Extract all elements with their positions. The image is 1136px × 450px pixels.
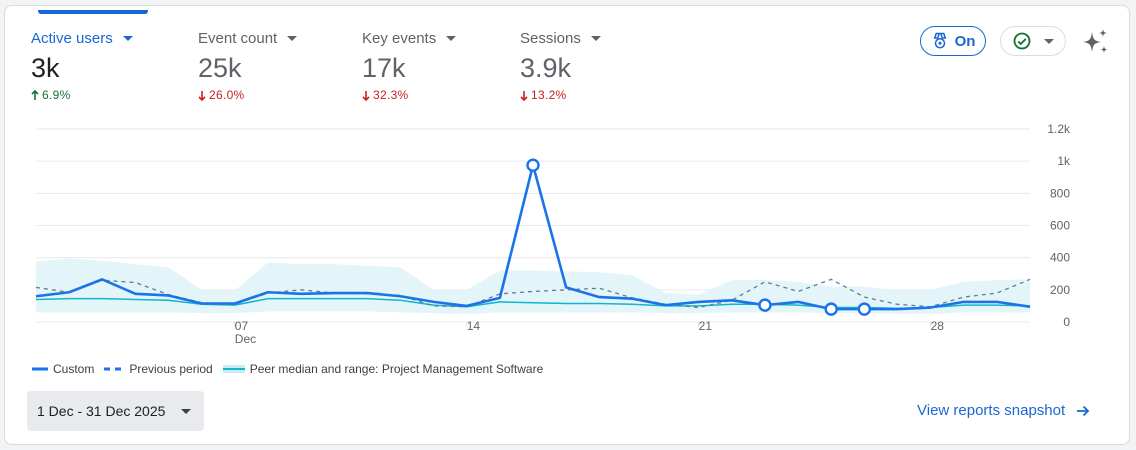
legend-item-custom: Custom	[32, 362, 94, 376]
metric-tab-key-events[interactable]: Key events 17k 32.3%	[362, 30, 457, 102]
band-swatch-icon	[222, 365, 245, 373]
chevron-down-icon	[446, 36, 457, 41]
metric-delta: 26.0%	[198, 88, 297, 102]
view-reports-snapshot-link[interactable]: View reports snapshot	[917, 402, 1091, 419]
check-circle-icon	[1013, 32, 1031, 50]
metric-tab-active-users[interactable]: Active users 3k 6.9%	[31, 30, 133, 102]
date-range-dropdown[interactable]: 1 Dec - 31 Dec 2025	[27, 391, 204, 431]
metric-value: 17k	[362, 53, 406, 83]
chevron-down-icon	[181, 408, 192, 414]
metric-tab-sessions[interactable]: Sessions 3.9k 13.2%	[520, 30, 601, 102]
anomaly-marker[interactable]	[758, 298, 772, 312]
dashed-line-swatch-icon	[104, 367, 122, 371]
y-tick-label: 200	[1050, 283, 1070, 297]
arrow-down-icon	[520, 90, 528, 101]
chevron-down-icon	[122, 36, 133, 41]
y-tick-label: 0	[1063, 315, 1070, 329]
x-tick-label: 14	[467, 319, 481, 333]
y-tick-label: 1.2k	[1047, 122, 1071, 136]
sparkle-icon[interactable]	[1082, 28, 1110, 56]
metric-delta: 13.2%	[520, 88, 601, 102]
legend-item-peer: Peer median and range: Project Managemen…	[222, 362, 543, 376]
chart-legend: Custom Previous period Peer median and r…	[32, 362, 549, 376]
benchmark-toggle[interactable]: On	[920, 26, 986, 56]
x-tick-sublabel: Dec	[235, 332, 256, 346]
x-tick-label: 07	[235, 319, 249, 333]
arrow-down-icon	[362, 90, 370, 101]
anomaly-marker[interactable]	[857, 302, 872, 316]
metric-value: 3.9k	[520, 53, 572, 83]
active-metric-indicator	[38, 10, 148, 14]
y-tick-label: 400	[1050, 251, 1070, 265]
medal-icon	[933, 32, 946, 49]
metric-value: 3k	[31, 53, 60, 83]
date-range-label: 1 Dec - 31 Dec 2025	[37, 403, 166, 419]
y-tick-label: 800	[1050, 186, 1070, 200]
x-tick-label: 21	[699, 319, 713, 333]
anomaly-marker[interactable]	[526, 158, 540, 172]
metric-delta: 32.3%	[362, 88, 456, 102]
metric-value: 25k	[198, 53, 242, 83]
metric-label: Event count	[198, 30, 298, 47]
arrow-right-icon	[1077, 405, 1090, 416]
legend-item-previous: Previous period	[104, 362, 213, 376]
y-tick-label: 1k	[1057, 154, 1071, 168]
anomaly-marker[interactable]	[824, 302, 838, 316]
metric-tab-event-count[interactable]: Event count 25k 26.0%	[198, 30, 298, 102]
x-tick-label: 28	[931, 319, 945, 333]
chevron-down-icon	[287, 36, 298, 41]
metric-label: Sessions	[520, 30, 601, 47]
benchmark-toggle-label: On	[954, 32, 976, 50]
chevron-down-icon	[1044, 38, 1054, 44]
arrow-up-icon	[31, 89, 39, 100]
solid-line-swatch-icon	[32, 367, 48, 371]
metric-label: Key events	[362, 30, 457, 47]
arrow-down-icon	[198, 90, 206, 101]
metric-delta: 6.9%	[31, 88, 133, 102]
peer-range-band	[36, 258, 1030, 314]
metric-label: Active users	[31, 30, 133, 47]
data-quality-dropdown[interactable]	[1000, 26, 1066, 56]
y-tick-label: 600	[1050, 219, 1070, 233]
chevron-down-icon	[590, 36, 601, 41]
